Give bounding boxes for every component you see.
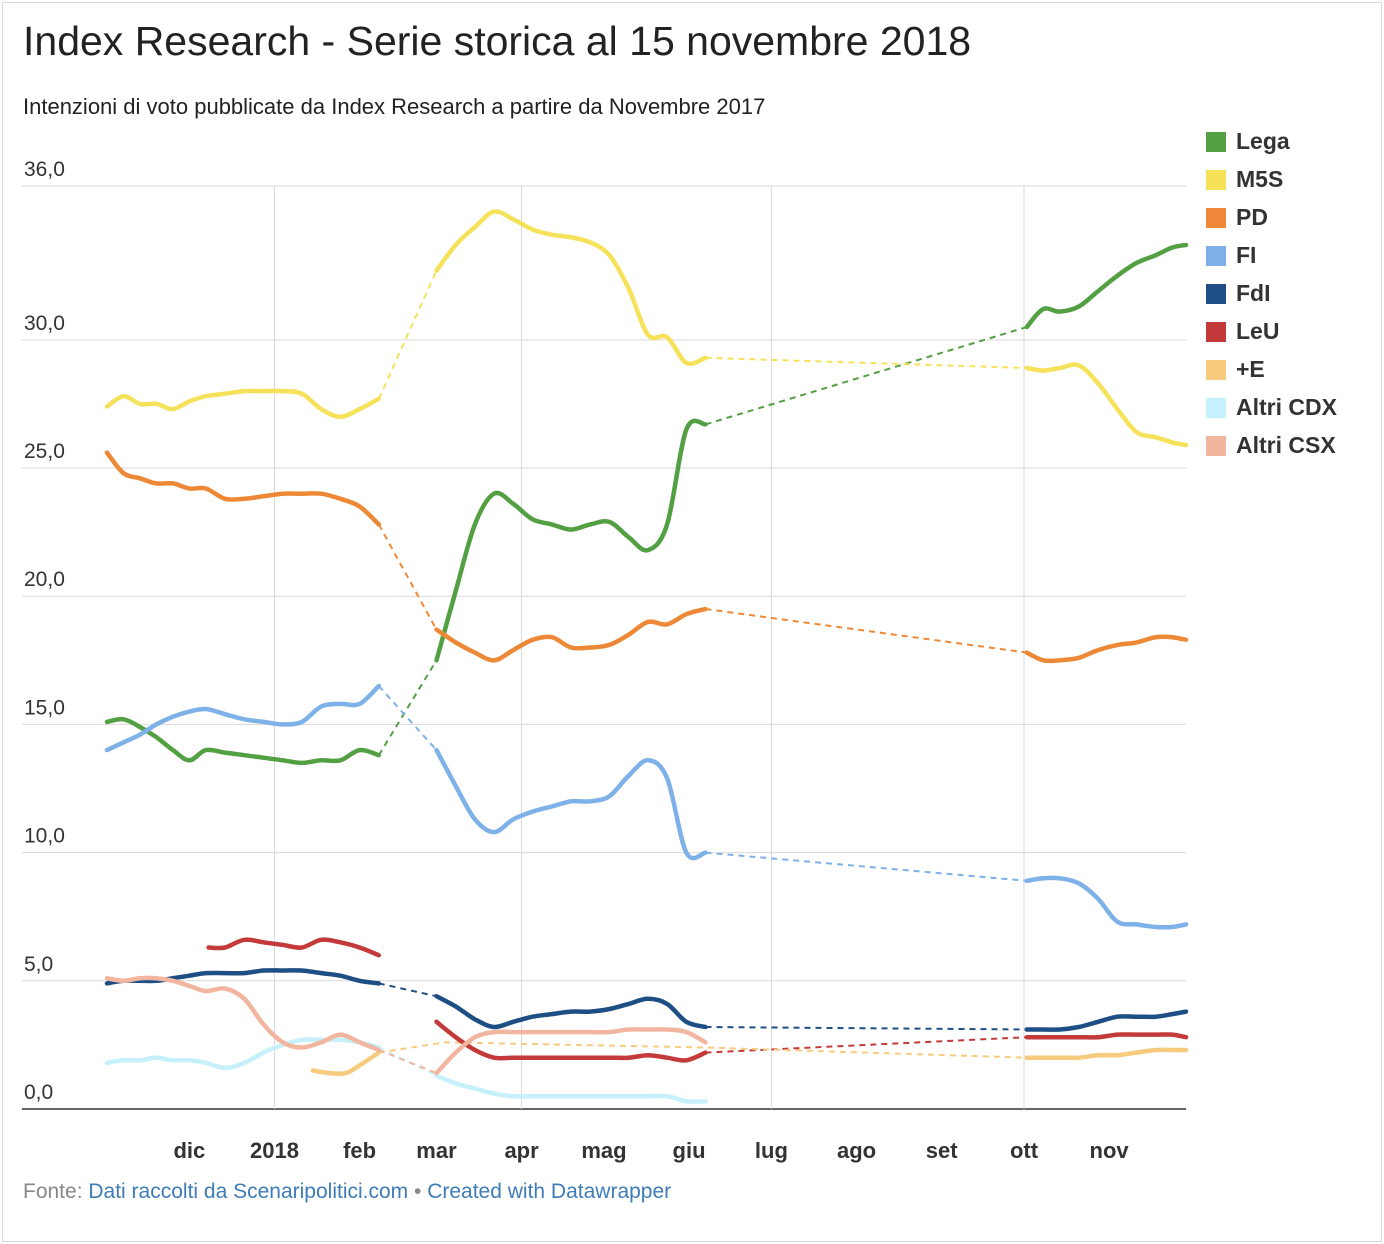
series-fdi-line — [104, 968, 382, 986]
series-leu-line — [1024, 1032, 1189, 1040]
x-tick-label: nov — [1090, 1138, 1130, 1163]
series-pd-dashed-line — [377, 523, 438, 631]
x-tick-label: set — [926, 1138, 958, 1163]
footer-source-prefix: Fonte: — [23, 1180, 89, 1203]
series-m5s-line — [104, 388, 382, 420]
chart-subtitle: Intenzioni di voto pubblicate da Index R… — [23, 94, 766, 119]
x-tick-label: mar — [416, 1138, 457, 1163]
series-leu-dashed-line — [705, 1036, 1027, 1054]
source-link[interactable]: Dati raccolti da Scenaripolitici.com — [88, 1180, 409, 1203]
series-fi-dashed-line — [378, 685, 438, 751]
legend-label-altri-csx: Altri CSX — [1236, 432, 1336, 458]
series-lega-dashed-line — [705, 326, 1028, 426]
y-tick-labels: 0,0 5,0 10,0 15,0 20,0 25,0 30,0 36,0 — [24, 158, 65, 1104]
x-tick-label: ago — [837, 1138, 876, 1163]
legend-swatch-leu — [1206, 322, 1226, 342]
series-pd-line — [1024, 634, 1189, 664]
footer-separator: • — [408, 1180, 428, 1203]
y-tick-label: 0,0 — [24, 1081, 53, 1104]
series-fdi-line — [434, 993, 708, 1030]
y-tick-label: 5,0 — [24, 953, 53, 976]
legend-swatch-fdi — [1206, 284, 1226, 304]
series-lines — [104, 209, 1189, 1104]
x-tick-label: ott — [1010, 1138, 1039, 1163]
legend-swatch-m5s — [1206, 170, 1226, 190]
dashed-connectors — [377, 270, 1028, 1077]
x-tick-label: giu — [673, 1138, 706, 1163]
series-fi-line — [104, 683, 382, 753]
series-lega-dashed-line — [377, 659, 438, 756]
series-lega-line — [434, 418, 708, 663]
y-tick-label: 15,0 — [24, 696, 65, 719]
x-tick-label: lug — [755, 1138, 788, 1163]
series-altri-csx-dashed-line — [378, 1049, 437, 1075]
legend-label-pd: PD — [1236, 204, 1268, 230]
datawrapper-link[interactable]: Created with Datawrapper — [427, 1180, 672, 1203]
legend-swatch-lega — [1206, 132, 1226, 152]
series-fi-line — [1024, 875, 1189, 930]
chart-title: Index Research - Serie storica al 15 nov… — [23, 18, 972, 64]
x-tick-labels: dic 2018 feb mar apr mag giu lug ago set ott nov — [173, 1138, 1129, 1163]
legend-swatch-altri-cdx — [1206, 398, 1226, 418]
series-altri-cdx-line — [434, 1073, 708, 1104]
series-fi-line — [434, 747, 708, 861]
legend-label-fi: FI — [1236, 242, 1256, 268]
x-tick-label: mag — [581, 1138, 626, 1163]
legend-swatch-plus-e — [1206, 360, 1226, 380]
series-pd-line — [104, 450, 382, 527]
x-tick-label: 2018 — [250, 1138, 299, 1163]
y-tick-label: 20,0 — [24, 568, 65, 591]
legend: Lega M5S PD FI FdI LeU +E Altri CDX Altri CSX — [1206, 128, 1338, 458]
series-fdi-line — [1024, 1009, 1189, 1032]
series-plus-e-dashed-line — [378, 1041, 1027, 1059]
series-fdi-dashed-line — [378, 982, 437, 998]
series-altri-csx-line — [434, 1027, 708, 1076]
legend-label-fdi: FdI — [1236, 280, 1271, 306]
legend-label-leu: LeU — [1236, 318, 1279, 344]
series-fi-dashed-line — [705, 851, 1027, 882]
x-tick-label: apr — [504, 1138, 539, 1163]
series-lega-line — [104, 716, 382, 766]
y-tick-label: 25,0 — [24, 440, 65, 463]
series-pd-line — [434, 606, 708, 663]
legend-swatch-altri-csx — [1206, 436, 1226, 456]
series-plus-e-line — [310, 1050, 382, 1077]
series-m5s-line — [1024, 362, 1189, 448]
series-m5s-line — [434, 209, 708, 366]
series-altri-csx-line — [104, 975, 382, 1053]
series-m5s-dashed-line — [705, 356, 1027, 369]
legend-swatch-pd — [1206, 208, 1226, 228]
series-plus-e-line — [1024, 1047, 1189, 1061]
legend-label-m5s: M5S — [1236, 166, 1283, 192]
x-tick-label: feb — [343, 1138, 376, 1163]
series-pd-dashed-line — [705, 608, 1027, 654]
legend-swatch-fi — [1206, 246, 1226, 266]
y-gridlines — [22, 185, 1186, 1110]
legend-label-plus-e: +E — [1236, 356, 1265, 382]
legend-label-lega: Lega — [1236, 128, 1290, 154]
series-altri-cdx-dashed-line — [378, 1046, 437, 1077]
y-tick-label: 30,0 — [24, 312, 65, 335]
y-tick-label: 36,0 — [24, 158, 65, 181]
x-gridlines — [273, 186, 1025, 1109]
series-leu-line — [206, 937, 382, 958]
series-altri-cdx-line — [104, 1037, 382, 1071]
series-fdi-dashed-line — [705, 1026, 1027, 1031]
series-lega-line — [1024, 242, 1189, 330]
footer: Fonte: Dati raccolti da Scenaripolitici.… — [23, 1180, 671, 1204]
y-tick-label: 10,0 — [24, 825, 65, 848]
series-leu-line — [434, 1019, 708, 1063]
series-m5s-dashed-line — [377, 270, 438, 400]
x-tick-label: dic — [173, 1138, 205, 1163]
legend-label-altri-cdx: Altri CDX — [1236, 394, 1338, 420]
